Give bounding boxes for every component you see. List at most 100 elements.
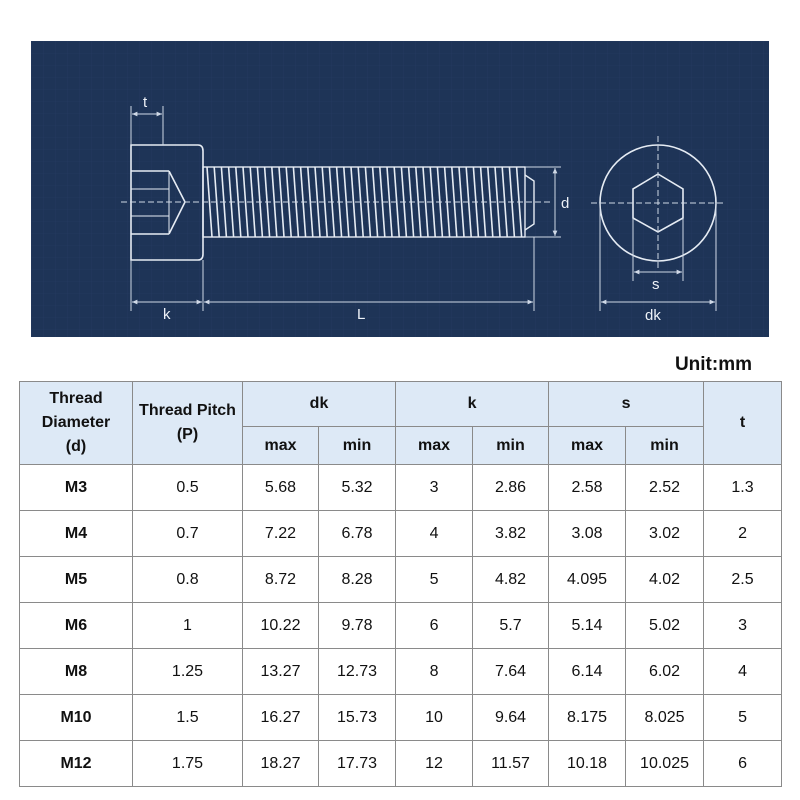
cell-k-min: 5.7 [472, 602, 550, 649]
cell-dk-min: 5.32 [317, 464, 397, 511]
dimension-t [130, 106, 164, 145]
cell-t: 1.3 [703, 464, 783, 511]
cell-thread-pitch: 1.75 [132, 740, 243, 787]
cell-t: 6 [703, 740, 783, 787]
table-row: M10 1.5 16.27 15.73 10 9.64 8.175 8.025 5 [19, 694, 783, 741]
cell-thread-pitch: 1.25 [132, 648, 243, 695]
cell-thread-pitch: 0.5 [132, 464, 243, 511]
cell-dk-min: 8.28 [317, 556, 397, 603]
cell-s-max: 5.14 [548, 602, 627, 649]
cell-thread-diameter: M12 [19, 740, 133, 787]
cell-k-min: 7.64 [472, 648, 550, 695]
table-row: M8 1.25 13.27 12.73 8 7.64 6.14 6.02 4 [19, 648, 783, 695]
cell-s-max: 6.14 [548, 648, 627, 695]
dimension-dk [599, 203, 717, 311]
header-thread-pitch: Thread Pitch (P) [132, 381, 243, 465]
dimension-k [130, 260, 204, 311]
header-s-max: max [548, 426, 627, 465]
cell-thread-diameter: M6 [19, 602, 133, 649]
cell-dk-max: 7.22 [242, 510, 319, 557]
header-s: s [548, 381, 705, 427]
cell-thread-diameter: M8 [19, 648, 133, 695]
dimension-d [525, 166, 561, 238]
thread-ridge [206, 166, 213, 238]
header-dk: dk [241, 381, 397, 427]
cell-thread-diameter: M5 [19, 556, 133, 603]
cell-t: 3 [703, 602, 783, 649]
cell-thread-pitch: 1.5 [132, 694, 243, 741]
specification-table: Thread Diameter (d) Thread Pitch (P) dk … [19, 381, 783, 787]
cell-t: 5 [703, 694, 783, 741]
cell-s-min: 10.025 [625, 740, 705, 787]
cell-k-max: 6 [395, 602, 474, 649]
cell-s-max: 3.08 [548, 510, 627, 557]
cell-k-max: 4 [395, 510, 474, 557]
cell-t: 2.5 [703, 556, 783, 603]
cell-dk-max: 10.22 [242, 602, 319, 649]
cell-k-min: 2.86 [472, 464, 550, 511]
table-row: M12 1.75 18.27 17.73 12 11.57 10.18 10.025 6 [19, 740, 783, 787]
cell-s-max: 10.18 [548, 740, 627, 787]
cell-s-max: 8.175 [548, 694, 627, 741]
cell-thread-pitch: 0.7 [132, 510, 243, 557]
cell-s-max: 2.58 [548, 464, 627, 511]
thread-ridge [278, 166, 285, 238]
cell-k-max: 3 [395, 464, 474, 511]
label-L: L [357, 306, 365, 323]
cell-thread-diameter: M3 [19, 464, 133, 511]
header-s-min: min [625, 426, 705, 465]
cell-s-max: 4.095 [548, 556, 627, 603]
label-s: s [652, 276, 660, 293]
header-thread-diameter: Thread Diameter (d) [19, 381, 133, 465]
cell-thread-pitch: 1 [132, 602, 243, 649]
cell-s-min: 2.52 [625, 464, 705, 511]
header-k-min: min [472, 426, 550, 465]
screw-head-side [130, 144, 204, 261]
header-t: t [703, 381, 783, 465]
cell-k-min: 9.64 [472, 694, 550, 741]
thread-ridge [494, 166, 501, 238]
cell-dk-min: 6.78 [317, 510, 397, 557]
thread-ridge [314, 166, 321, 238]
cell-thread-pitch: 0.8 [132, 556, 243, 603]
cell-dk-min: 15.73 [317, 694, 397, 741]
cell-dk-min: 12.73 [317, 648, 397, 695]
cell-dk-max: 18.27 [242, 740, 319, 787]
thread-ridge [386, 166, 393, 238]
cell-s-min: 3.02 [625, 510, 705, 557]
dimension-L [204, 237, 535, 311]
thread-ridge [350, 166, 357, 238]
table-row: M6 1 10.22 9.78 6 5.7 5.14 5.02 3 [19, 602, 783, 649]
cell-s-min: 6.02 [625, 648, 705, 695]
table-row: M3 0.5 5.68 5.32 3 2.86 2.58 2.52 1.3 [19, 464, 783, 511]
header-dk-min: min [317, 426, 397, 465]
thread-ridge [242, 166, 249, 238]
cell-s-min: 8.025 [625, 694, 705, 741]
cell-s-min: 5.02 [625, 602, 705, 649]
thread-ridge [422, 166, 429, 238]
unit-label: Unit:mm [674, 354, 752, 375]
cell-t: 2 [703, 510, 783, 557]
cell-k-max: 12 [395, 740, 474, 787]
cell-dk-max: 13.27 [242, 648, 319, 695]
cell-k-min: 11.57 [472, 740, 550, 787]
table-body: M3 0.5 5.68 5.32 3 2.86 2.58 2.52 1.3 M4 0.7 7.22 6.… [19, 464, 783, 787]
screw-diagram: t k L d [31, 41, 769, 337]
cell-dk-min: 17.73 [317, 740, 397, 787]
screw-dimension-drawing: t k L d [31, 41, 769, 337]
label-dk: dk [645, 307, 661, 324]
table-row: M5 0.8 8.72 8.28 5 4.82 4.095 4.02 2.5 [19, 556, 783, 603]
cell-k-min: 4.82 [472, 556, 550, 603]
cell-k-max: 8 [395, 648, 474, 695]
header-dk-max: max [242, 426, 319, 465]
label-d: d [561, 195, 569, 212]
header-k-max: max [395, 426, 474, 465]
cell-dk-max: 5.68 [242, 464, 319, 511]
cell-k-min: 3.82 [472, 510, 550, 557]
label-t: t [143, 94, 148, 111]
cell-s-min: 4.02 [625, 556, 705, 603]
cell-dk-max: 8.72 [242, 556, 319, 603]
thread-ridge [458, 166, 465, 238]
cell-thread-diameter: M4 [19, 510, 133, 557]
cell-k-max: 5 [395, 556, 474, 603]
